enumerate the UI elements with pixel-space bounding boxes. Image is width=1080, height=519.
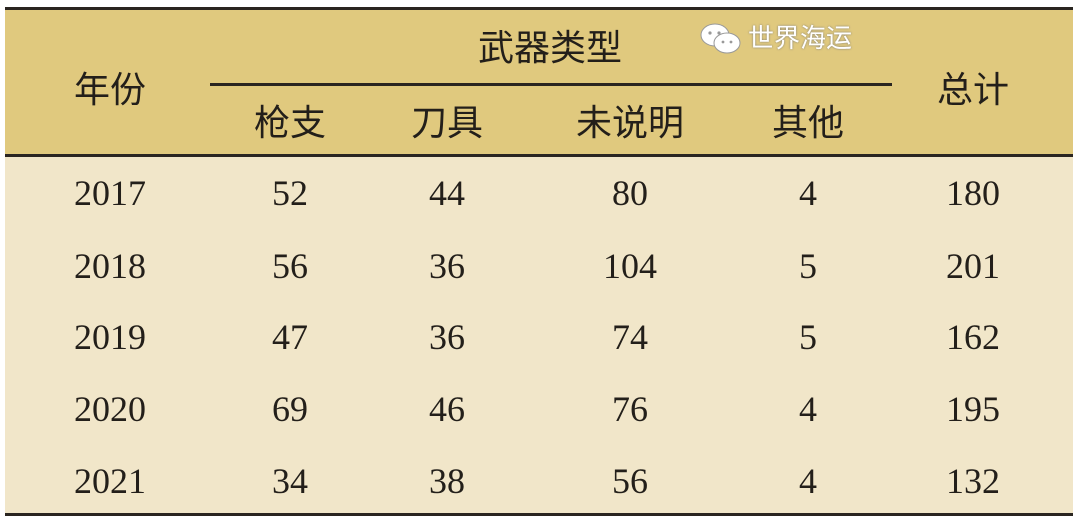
header-year: 年份 — [73, 70, 147, 110]
cell-unspecified: 80 — [612, 173, 648, 213]
cell-year: 2019 — [74, 317, 146, 357]
cell-unspecified: 76 — [612, 389, 648, 429]
cell-guns: 69 — [272, 389, 308, 429]
cell-unspecified: 74 — [612, 317, 648, 357]
cell-knives: 38 — [429, 461, 465, 501]
header-knives: 刀具 — [410, 103, 484, 143]
cell-guns: 52 — [272, 173, 308, 213]
wechat-icon — [700, 23, 741, 54]
header-unspecified: 未说明 — [575, 103, 685, 143]
cell-other: 4 — [799, 173, 817, 213]
header-guns: 枪支 — [253, 103, 327, 143]
cell-total: 195 — [946, 389, 1000, 429]
cell-unspecified: 56 — [612, 461, 648, 501]
cell-year: 2021 — [74, 461, 146, 501]
weapon-type-table: 年份 武器类型 枪支 刀具 未说明 其他 总计 2017 52 44 80 4 180 20… — [5, 7, 1073, 516]
header-weapon-type: 武器类型 — [477, 28, 623, 68]
cell-other: 4 — [799, 461, 817, 501]
cell-knives: 44 — [429, 173, 465, 213]
cell-guns: 47 — [272, 317, 308, 357]
cell-year: 2020 — [74, 389, 146, 429]
cell-other: 5 — [799, 317, 817, 357]
cell-total: 132 — [946, 461, 1000, 501]
cell-year: 2018 — [74, 246, 146, 286]
cell-guns: 34 — [272, 461, 308, 501]
cell-year: 2017 — [74, 173, 146, 213]
cell-total: 180 — [946, 173, 1000, 213]
group-divider — [210, 83, 892, 86]
cell-guns: 56 — [272, 246, 308, 286]
cell-total: 162 — [946, 317, 1000, 357]
cell-other: 4 — [799, 389, 817, 429]
cell-knives: 36 — [429, 246, 465, 286]
cell-knives: 36 — [429, 317, 465, 357]
header-total: 总计 — [936, 70, 1010, 110]
watermark: 世界海运 — [700, 22, 852, 56]
cell-knives: 46 — [429, 389, 465, 429]
cell-unspecified: 104 — [603, 246, 657, 286]
cell-total: 201 — [946, 246, 1000, 286]
cell-other: 5 — [799, 246, 817, 286]
watermark-text: 世界海运 — [748, 24, 853, 54]
header-other: 其他 — [771, 103, 845, 143]
table-header: 年份 武器类型 枪支 刀具 未说明 其他 总计 — [5, 10, 1073, 157]
